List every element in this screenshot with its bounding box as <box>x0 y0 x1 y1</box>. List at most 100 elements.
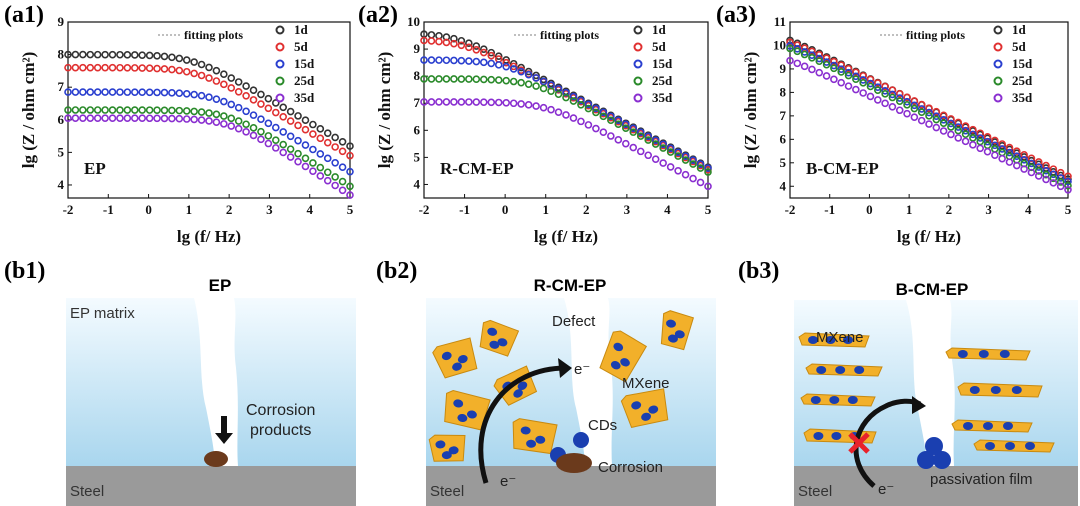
y-tick-label: 9 <box>58 14 65 29</box>
data-point <box>346 182 354 191</box>
series-35d <box>786 56 1072 194</box>
x-tick-label: -1 <box>824 202 835 217</box>
data-point <box>704 182 712 191</box>
data-point <box>168 53 176 62</box>
data-point <box>116 50 124 59</box>
data-point <box>584 100 593 109</box>
data-point <box>517 100 525 108</box>
data-point <box>939 116 948 124</box>
data-point <box>479 58 488 67</box>
cd-dot <box>613 342 624 352</box>
x-tick-label: -2 <box>63 202 74 217</box>
data-point <box>651 155 660 163</box>
steel-label: Steel <box>70 483 104 500</box>
data-point <box>227 122 236 130</box>
data-point <box>961 126 970 135</box>
y-tick-label: 7 <box>414 95 421 110</box>
data-point <box>866 92 875 101</box>
data-point <box>1020 150 1028 159</box>
legend-label: 25d <box>652 73 673 88</box>
legend-label: 5d <box>1012 39 1027 54</box>
x-tick-label: 0 <box>866 202 873 217</box>
data-point <box>815 68 824 77</box>
x-tick-label: 1 <box>542 202 549 217</box>
data-point <box>153 88 161 97</box>
data-point <box>502 58 511 67</box>
data-point <box>666 163 675 171</box>
data-point <box>866 79 875 88</box>
data-point <box>925 120 933 128</box>
data-point <box>947 130 955 139</box>
data-point <box>651 140 660 148</box>
data-point <box>562 93 570 102</box>
data-point <box>64 63 72 72</box>
data-point <box>592 104 600 113</box>
data-point <box>212 77 221 85</box>
legend-label: 35d <box>294 90 315 105</box>
data-point <box>539 103 548 112</box>
data-point <box>852 75 860 83</box>
data-point <box>532 71 540 80</box>
data-point <box>1034 167 1043 175</box>
series-35d <box>64 114 354 199</box>
data-point <box>681 170 690 179</box>
data-point <box>562 88 570 97</box>
crack-defect <box>564 298 613 466</box>
data-point <box>983 133 992 141</box>
y-tick-label: 7 <box>780 108 787 123</box>
data-point <box>696 178 705 187</box>
x-axis-label: lg (f/ Hz) <box>534 227 598 246</box>
cd-dot <box>641 412 652 421</box>
data-point <box>494 98 503 107</box>
data-point <box>457 56 466 65</box>
legend-marker <box>633 25 643 35</box>
data-point <box>175 106 184 115</box>
data-point <box>577 96 585 105</box>
y-tick-label: 10 <box>407 14 420 29</box>
arrow-head-icon <box>912 396 926 414</box>
data-point <box>881 82 889 91</box>
ep-matrix-label: EP matrix <box>70 305 135 322</box>
data-point <box>309 145 317 154</box>
data-point <box>991 141 999 150</box>
data-point <box>86 106 95 114</box>
data-point <box>822 60 831 69</box>
data-point <box>592 108 600 117</box>
y-axis-label: lg (Z / ohm cm²) <box>19 52 38 169</box>
data-point <box>947 123 955 131</box>
data-point <box>998 154 1006 163</box>
data-point <box>242 120 250 129</box>
data-point <box>800 62 809 71</box>
y-tick-label: 8 <box>58 47 65 62</box>
data-point <box>494 76 503 84</box>
legend-marker <box>275 76 285 86</box>
data-point <box>696 160 705 169</box>
data-point <box>487 98 496 107</box>
data-point <box>205 74 213 82</box>
data-point <box>621 124 630 132</box>
data-point <box>852 85 860 94</box>
cd-dot <box>978 350 989 358</box>
data-point <box>873 96 882 104</box>
cd-dot <box>1005 442 1015 450</box>
legend-marker <box>633 76 643 86</box>
data-point <box>457 36 466 45</box>
legend-label: 35d <box>652 90 673 105</box>
data-point <box>976 144 985 153</box>
data-point <box>153 64 161 73</box>
cd-dot <box>999 350 1010 358</box>
data-point <box>64 114 72 122</box>
data-point <box>145 51 154 60</box>
cd-dot <box>969 386 980 394</box>
data-point <box>442 56 451 65</box>
y-axis-label: lg (Z / ohm cm²) <box>741 52 760 169</box>
data-point <box>108 106 117 114</box>
data-point <box>264 119 273 128</box>
data-point <box>190 58 198 66</box>
data-point <box>64 106 72 114</box>
steel-label: Steel <box>798 483 832 500</box>
x-tick-label: 2 <box>946 202 953 217</box>
arrow-head-icon <box>558 358 572 378</box>
data-point <box>939 127 948 135</box>
data-point <box>286 132 295 141</box>
